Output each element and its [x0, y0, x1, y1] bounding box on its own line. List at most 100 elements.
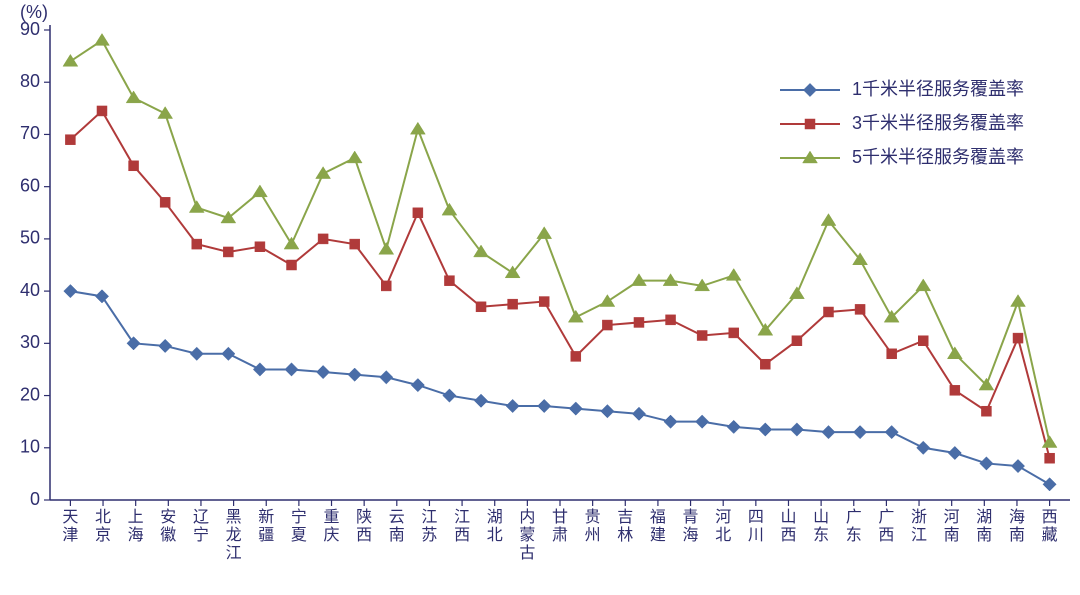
series-marker	[189, 201, 204, 213]
series-marker	[539, 297, 549, 307]
series-marker	[410, 122, 425, 134]
series-marker	[853, 425, 866, 438]
y-tick-label: 40	[20, 280, 40, 300]
series-marker	[126, 91, 141, 103]
series-marker	[318, 234, 328, 244]
series-marker	[885, 425, 898, 438]
x-tick-label: 云南	[389, 509, 405, 544]
series-marker	[158, 339, 171, 352]
series-marker	[980, 457, 993, 470]
series-marker	[1011, 295, 1026, 307]
legend-label: 5千米半径服务覆盖率	[852, 147, 1024, 167]
series-marker	[442, 203, 457, 215]
series-marker	[759, 423, 772, 436]
x-tick-label: 江苏	[421, 508, 437, 544]
series-marker	[792, 336, 802, 346]
series-marker	[316, 365, 329, 378]
legend-item: 1千米半径服务覆盖率	[780, 79, 1024, 99]
series-marker	[474, 245, 489, 257]
series-marker	[63, 54, 78, 66]
x-tick-label: 四川	[748, 509, 764, 544]
series-marker	[634, 317, 644, 327]
series-marker	[981, 406, 991, 416]
x-tick-label: 安徽	[160, 508, 176, 544]
x-tick-label: 西藏	[1042, 509, 1058, 544]
series-marker	[697, 331, 707, 341]
series-marker	[160, 197, 170, 207]
series-marker	[380, 371, 393, 384]
series-marker	[726, 269, 741, 281]
x-tick-label: 黑龙江	[226, 509, 242, 562]
series-marker	[537, 227, 552, 239]
x-tick-label: 海南	[1009, 508, 1025, 544]
series-marker	[1013, 333, 1023, 343]
legend-marker	[803, 83, 816, 96]
series-marker	[695, 415, 708, 428]
series-marker	[285, 363, 298, 376]
series-marker	[602, 320, 612, 330]
legend-item: 5千米半径服务覆盖率	[780, 147, 1024, 167]
y-tick-label: 0	[30, 489, 40, 509]
x-tick-label: 山西	[780, 508, 796, 544]
y-tick-label: 90	[20, 19, 40, 39]
legend-label: 3千米半径服务覆盖率	[852, 113, 1024, 133]
series-marker	[664, 415, 677, 428]
x-tick-label: 天津	[62, 509, 78, 544]
x-tick-label: 上海	[128, 508, 144, 544]
x-tick-label: 湖南	[976, 508, 992, 544]
series-marker	[316, 167, 331, 179]
series-marker	[568, 310, 583, 322]
series-marker	[190, 347, 203, 360]
legend-item: 3千米半径服务覆盖率	[780, 113, 1024, 133]
series-marker	[253, 363, 266, 376]
x-tick-label: 广西	[878, 508, 894, 544]
series-marker	[601, 405, 614, 418]
series-marker	[64, 284, 77, 297]
series-marker	[506, 399, 519, 412]
series-marker	[538, 399, 551, 412]
series-marker	[508, 299, 518, 309]
y-tick-label: 60	[20, 175, 40, 195]
x-tick-label: 山东	[813, 508, 829, 544]
series-marker	[790, 423, 803, 436]
series-marker	[948, 446, 961, 459]
series-marker	[127, 337, 140, 350]
x-tick-label: 吉林	[617, 508, 633, 544]
x-tick-label: 浙江	[911, 508, 927, 544]
series-marker	[129, 161, 139, 171]
series-marker	[444, 276, 454, 286]
y-tick-label: 30	[20, 332, 40, 352]
y-tick-label: 70	[20, 123, 40, 143]
series-marker	[1043, 478, 1056, 491]
series-marker	[823, 307, 833, 317]
chart-svg: (%)0102030405060708090天津北京上海安徽辽宁黑龙江新疆宁夏重…	[0, 0, 1080, 595]
series-marker	[727, 420, 740, 433]
y-tick-label: 80	[20, 71, 40, 91]
series-line	[70, 40, 1049, 442]
legend-marker	[805, 119, 815, 129]
series-marker	[789, 287, 804, 299]
series-marker	[95, 34, 110, 46]
y-tick-label: 50	[20, 228, 40, 248]
series-marker	[95, 290, 108, 303]
x-tick-label: 贵州	[585, 508, 601, 544]
series-marker	[918, 336, 928, 346]
x-tick-label: 重庆	[324, 508, 340, 544]
coverage-line-chart: (%)0102030405060708090天津北京上海安徽辽宁黑龙江新疆宁夏重…	[0, 0, 1080, 595]
series-marker	[252, 185, 267, 197]
series-marker	[347, 151, 362, 163]
y-tick-label: 20	[20, 384, 40, 404]
series-marker	[381, 281, 391, 291]
series-marker	[950, 385, 960, 395]
series-marker	[287, 260, 297, 270]
series-marker	[855, 304, 865, 314]
series-marker	[600, 295, 615, 307]
x-tick-label: 新疆	[258, 508, 274, 544]
series-marker	[379, 242, 394, 254]
x-tick-label: 青海	[683, 508, 699, 544]
series-marker	[413, 208, 423, 218]
x-tick-label: 宁夏	[291, 508, 307, 544]
series-marker	[822, 425, 835, 438]
x-tick-label: 江西	[454, 508, 470, 544]
series-marker	[476, 302, 486, 312]
